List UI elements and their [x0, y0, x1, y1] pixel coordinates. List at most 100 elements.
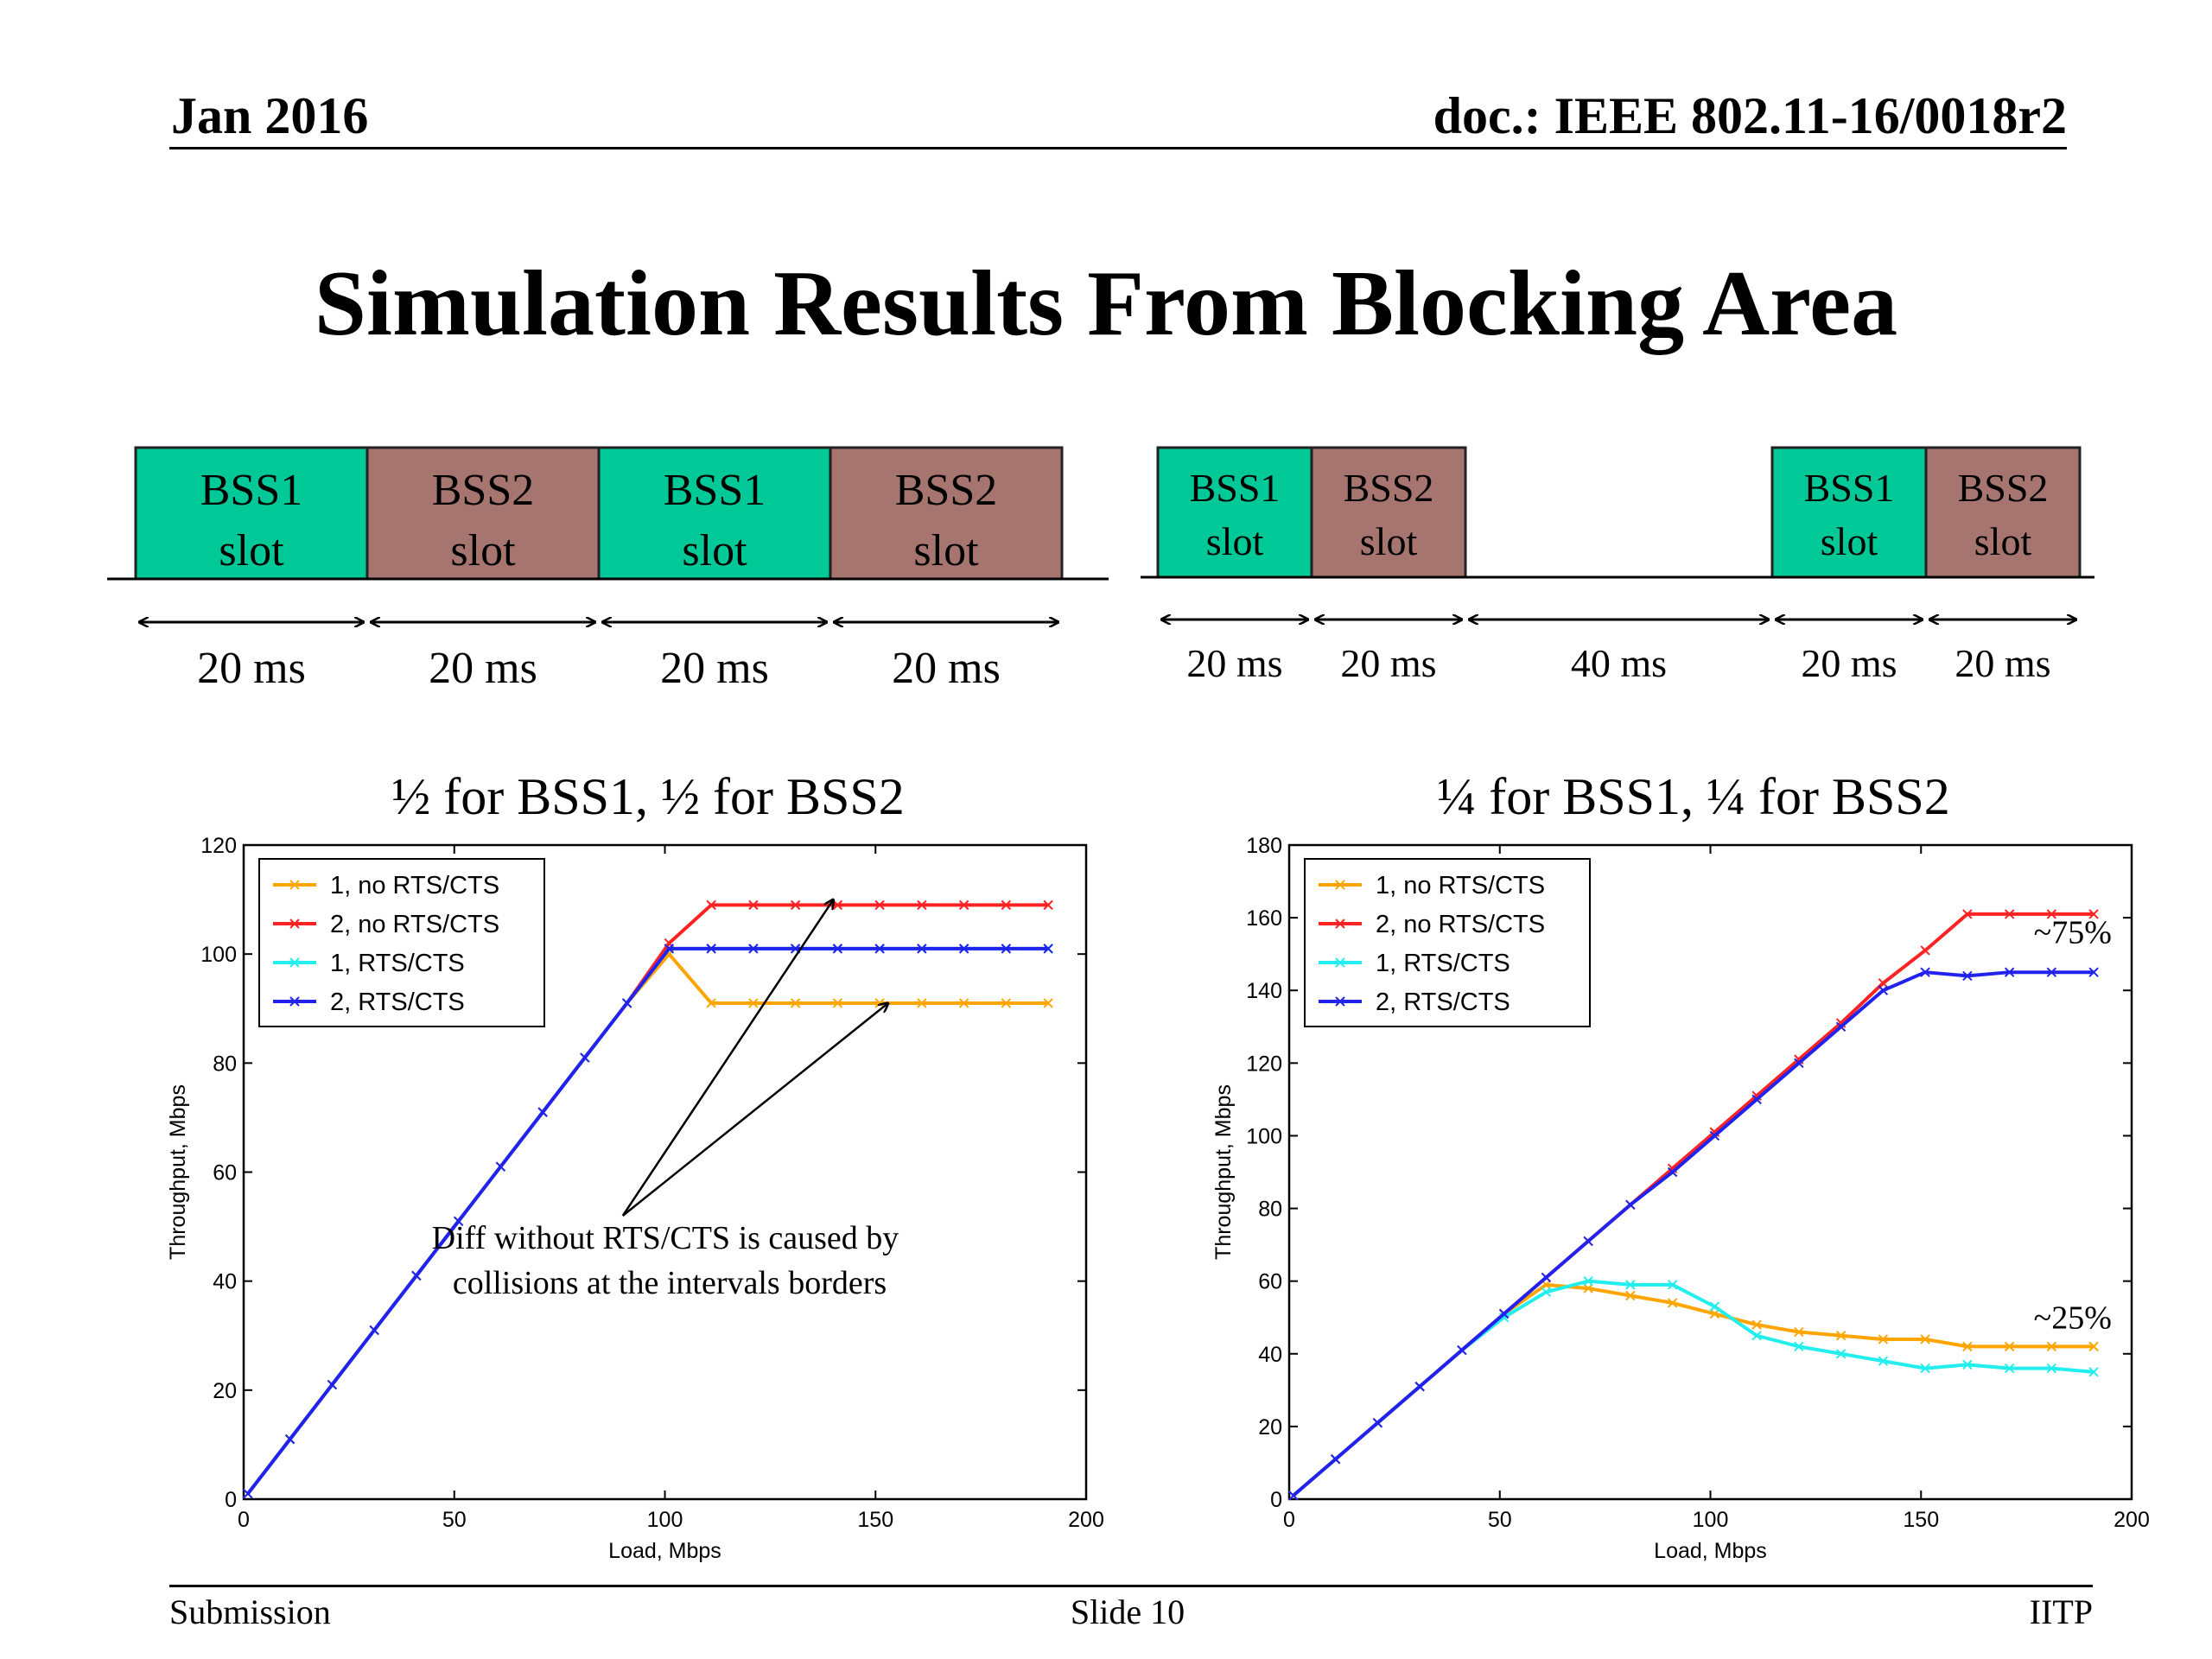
chart1-data-point: [917, 998, 927, 1008]
left-slot-label: BSS1: [200, 466, 303, 515]
chart1-data-point: [1043, 944, 1053, 954]
chart2-y-tick-label: 0: [1270, 1488, 1282, 1512]
chart2-data-point: [1541, 1272, 1552, 1283]
chart2-annotation-label: ~75%: [2034, 915, 2112, 951]
footer-submission: Submission: [169, 1592, 331, 1631]
chart1-legend-label: 1, RTS/CTS: [330, 950, 465, 977]
chart2-data-point: [1583, 1275, 1593, 1287]
chart2-annotation-label: ~25%: [2034, 1300, 2112, 1336]
chart1-legend-label: 1, no RTS/CTS: [330, 872, 499, 899]
right-slot-sublabel: slot: [1360, 519, 1418, 563]
chart2-y-tick-label: 180: [1246, 834, 1282, 858]
chart2-data-point: [1878, 985, 1889, 995]
chart2-data-point: [1667, 1166, 1678, 1178]
right-slot-box: [1156, 446, 1313, 579]
chart1-annotation-line1: Diff without RTS/CTS is caused by: [432, 1220, 899, 1256]
chart1-annotation-line2: collisions at the intervals borders: [453, 1265, 887, 1301]
right-slot-box: [1310, 446, 1467, 579]
header-doc-id: doc.: IEEE 802.11-16/0018r2: [1433, 87, 2067, 144]
chart2-data-point: [1625, 1290, 1636, 1301]
chart2-data-point: [2088, 1341, 2099, 1352]
chart1-data-point: [1001, 944, 1012, 954]
chart2-data-point: [1667, 1298, 1678, 1308]
chart1-data-point: [917, 944, 927, 954]
chart2-data-point: [1709, 1308, 1720, 1319]
chart1-y-tick-label: 40: [213, 1270, 237, 1294]
chart2-data-point: [2046, 1341, 2057, 1352]
chart1-y-tick-label: 20: [213, 1379, 237, 1403]
chart2-legend-marker: [1335, 996, 1345, 1007]
chart1-data-point: [369, 1325, 379, 1336]
chart1-x-tick-label: 50: [442, 1508, 467, 1532]
chart2-legend-label: 2, RTS/CTS: [1376, 988, 1510, 1016]
chart2-data-point: [1920, 1334, 1930, 1344]
chart2-data-point: [2088, 967, 2099, 977]
chart1-data-point: [621, 998, 632, 1008]
chart2-y-tick-label: 40: [1258, 1343, 1282, 1367]
chart1-data-point: [284, 1433, 296, 1445]
chart2-data-point: [2088, 1367, 2099, 1377]
chart1-data-point: [958, 944, 969, 954]
left-duration-label: 20 ms: [197, 644, 306, 693]
chart1-legend-box: [258, 858, 545, 1027]
chart1-data-point: [664, 944, 675, 954]
chart1-x-tick-label: 200: [1068, 1508, 1104, 1532]
chart2-data-point: [1541, 1287, 1552, 1297]
chart1-data-point: [790, 899, 801, 911]
chart2-data-point: [1794, 1341, 1804, 1352]
chart1-data-point: [580, 1052, 590, 1063]
header-date: Jan 2016: [171, 87, 369, 144]
left-slot-sublabel: slot: [913, 526, 979, 575]
chart1-data-point: [958, 899, 969, 911]
header-rule: [169, 147, 2067, 149]
right-duration-label: 40 ms: [1571, 641, 1667, 685]
chart2-series-line: [1292, 970, 2094, 1497]
chart1-legend-label: 2, RTS/CTS: [330, 988, 465, 1016]
chart1-data-point: [706, 944, 716, 954]
chart1-data-point: [1001, 899, 1012, 911]
chart2-data-point: [2004, 967, 2015, 977]
chart1-annotation-arrow: [621, 1003, 888, 1217]
chart2-data-point: [2046, 967, 2057, 977]
footer-org: IITP: [2029, 1592, 2093, 1631]
chart2-legend-label: 2, no RTS/CTS: [1376, 911, 1545, 938]
chart2-data-point: [1878, 978, 1889, 988]
chart1-data-point: [327, 1379, 338, 1390]
chart2-legend-label: 1, RTS/CTS: [1376, 950, 1510, 977]
chart2-x-tick-label: 50: [1488, 1508, 1512, 1532]
chart2-data-point: [1330, 1454, 1341, 1465]
chart2-data-point: [1583, 1236, 1593, 1247]
chart1-x-axis-label: Load, Mbps: [608, 1539, 721, 1563]
chart1-data-point: [1001, 998, 1012, 1008]
chart2-data-point: [1794, 1326, 1804, 1338]
chart2-data-point: [1288, 1491, 1299, 1501]
chart1-data-point: [917, 899, 927, 911]
slide-title: Simulation Results From Blocking Area: [314, 252, 1898, 355]
chart2-data-point: [1835, 1021, 1847, 1032]
chart2-data-point: [1920, 967, 1930, 977]
chart2-data-point: [1751, 1319, 1762, 1330]
chart1-series-line: [246, 946, 1049, 1495]
chart2-data-point: [1751, 1094, 1762, 1105]
chart1-data-point: [411, 1270, 422, 1281]
chart2-data-point: [1625, 1199, 1636, 1211]
footer-slide-number: Slide 10: [1070, 1592, 1185, 1631]
chart2-x-tick-label: 200: [2113, 1508, 2150, 1532]
left-slot-label: BSS2: [432, 466, 535, 515]
chart2-y-tick-label: 20: [1258, 1415, 1282, 1440]
chart1-data-point: [832, 944, 843, 954]
chart1-data-point: [748, 944, 759, 954]
right-duration-label: 20 ms: [1186, 641, 1282, 685]
right-slot-box: [1770, 446, 1928, 579]
left-slot-box: [134, 446, 369, 581]
chart2-y-tick-label: 60: [1258, 1270, 1282, 1294]
chart1-y-axis-label: Throughput, Mbps: [166, 1084, 190, 1260]
chart2-data-point: [1878, 1356, 1889, 1366]
chart2-x-tick-label: 0: [1283, 1508, 1295, 1532]
chart2-data-point: [1583, 1283, 1593, 1294]
chart2-data-point: [1878, 1334, 1889, 1344]
chart1-data-point: [537, 1107, 548, 1117]
chart2-x-tick-label: 100: [1693, 1508, 1729, 1532]
chart2-data-point: [1962, 909, 1973, 919]
chart1-legend-marker: [289, 918, 300, 929]
